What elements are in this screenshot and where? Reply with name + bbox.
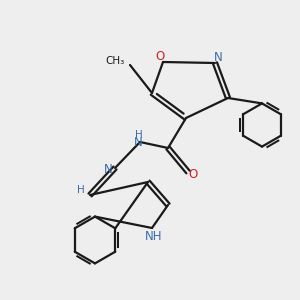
Text: N: N — [134, 136, 143, 149]
Text: N: N — [214, 51, 222, 64]
Text: N: N — [104, 163, 113, 176]
Text: NH: NH — [145, 230, 162, 243]
Text: O: O — [189, 169, 198, 182]
Text: CH₃: CH₃ — [105, 56, 124, 65]
Text: O: O — [155, 50, 165, 63]
Text: H: H — [135, 130, 142, 140]
Text: H: H — [77, 184, 85, 195]
